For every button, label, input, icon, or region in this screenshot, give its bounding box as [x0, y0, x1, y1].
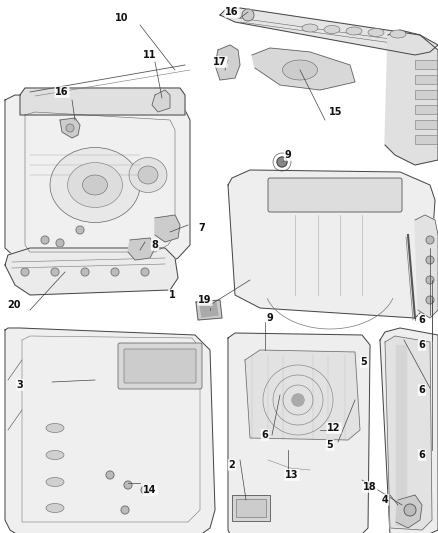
Bar [232, 495, 270, 521]
Text: 17: 17 [213, 57, 227, 67]
Circle shape [426, 276, 434, 284]
Text: 19: 19 [198, 295, 212, 305]
Text: 1: 1 [169, 290, 175, 300]
Bar [415, 120, 437, 129]
Text: 3: 3 [17, 380, 23, 390]
Circle shape [81, 268, 89, 276]
Text: 4: 4 [381, 495, 389, 505]
Polygon shape [385, 336, 432, 530]
Text: 11: 11 [143, 50, 157, 60]
Ellipse shape [346, 27, 362, 35]
Polygon shape [396, 495, 422, 528]
Circle shape [121, 506, 129, 514]
Text: 20: 20 [7, 300, 21, 310]
Polygon shape [20, 88, 185, 115]
Text: 14: 14 [143, 485, 157, 495]
Text: 10: 10 [115, 13, 129, 23]
Polygon shape [128, 238, 155, 260]
Ellipse shape [390, 30, 406, 38]
Circle shape [426, 236, 434, 244]
Ellipse shape [283, 60, 318, 80]
Polygon shape [196, 300, 222, 320]
Ellipse shape [46, 478, 64, 487]
Ellipse shape [82, 175, 107, 195]
Ellipse shape [368, 28, 384, 36]
Bar [415, 135, 437, 144]
FancyBboxPatch shape [124, 349, 196, 383]
Polygon shape [385, 30, 438, 165]
Text: 2: 2 [229, 460, 235, 470]
Circle shape [111, 268, 119, 276]
Circle shape [426, 256, 434, 264]
Text: 6: 6 [261, 430, 268, 440]
Circle shape [21, 268, 29, 276]
Ellipse shape [138, 166, 158, 184]
Circle shape [124, 481, 132, 489]
FancyBboxPatch shape [118, 343, 202, 389]
Text: 13: 13 [285, 470, 299, 480]
Circle shape [277, 157, 287, 167]
Circle shape [76, 226, 84, 234]
Circle shape [56, 239, 64, 247]
Ellipse shape [302, 24, 318, 32]
Ellipse shape [324, 26, 340, 34]
Polygon shape [396, 345, 406, 525]
Bar [415, 105, 437, 114]
Text: 6: 6 [419, 450, 425, 460]
Circle shape [242, 9, 254, 21]
Text: 16: 16 [55, 87, 69, 97]
Text: 15: 15 [329, 107, 343, 117]
Circle shape [51, 268, 59, 276]
Circle shape [41, 236, 49, 244]
Polygon shape [60, 118, 80, 138]
Circle shape [141, 268, 149, 276]
Polygon shape [415, 215, 438, 318]
Polygon shape [245, 350, 360, 440]
Polygon shape [200, 303, 218, 317]
Ellipse shape [46, 450, 64, 459]
Text: 9: 9 [285, 150, 291, 160]
Bar [415, 60, 437, 69]
Ellipse shape [46, 504, 64, 513]
Text: 6: 6 [419, 340, 425, 350]
Circle shape [426, 296, 434, 304]
Text: 18: 18 [363, 482, 377, 492]
Ellipse shape [67, 163, 123, 207]
Polygon shape [228, 333, 370, 533]
Text: 16: 16 [225, 7, 239, 17]
Ellipse shape [46, 424, 64, 432]
Text: 6: 6 [419, 315, 425, 325]
Text: 8: 8 [152, 240, 159, 250]
Polygon shape [5, 328, 215, 533]
FancyBboxPatch shape [268, 178, 402, 212]
Circle shape [141, 486, 149, 494]
Ellipse shape [50, 148, 140, 222]
Text: 9: 9 [267, 313, 273, 323]
Polygon shape [220, 8, 438, 55]
Circle shape [66, 124, 74, 132]
Text: 6: 6 [419, 385, 425, 395]
Polygon shape [215, 45, 240, 80]
Ellipse shape [129, 157, 167, 192]
Bar [415, 90, 437, 99]
Polygon shape [5, 95, 190, 265]
Polygon shape [228, 170, 435, 318]
Text: 5: 5 [360, 357, 367, 367]
Polygon shape [5, 248, 178, 295]
Text: 7: 7 [198, 223, 205, 233]
Circle shape [106, 471, 114, 479]
Polygon shape [155, 215, 180, 242]
Polygon shape [152, 90, 170, 112]
Text: 5: 5 [327, 440, 333, 450]
Circle shape [292, 394, 304, 406]
Circle shape [404, 504, 416, 516]
Bar [415, 75, 437, 84]
Text: 12: 12 [327, 423, 341, 433]
Bar [236, 499, 266, 517]
Polygon shape [380, 328, 438, 533]
Polygon shape [252, 48, 355, 90]
